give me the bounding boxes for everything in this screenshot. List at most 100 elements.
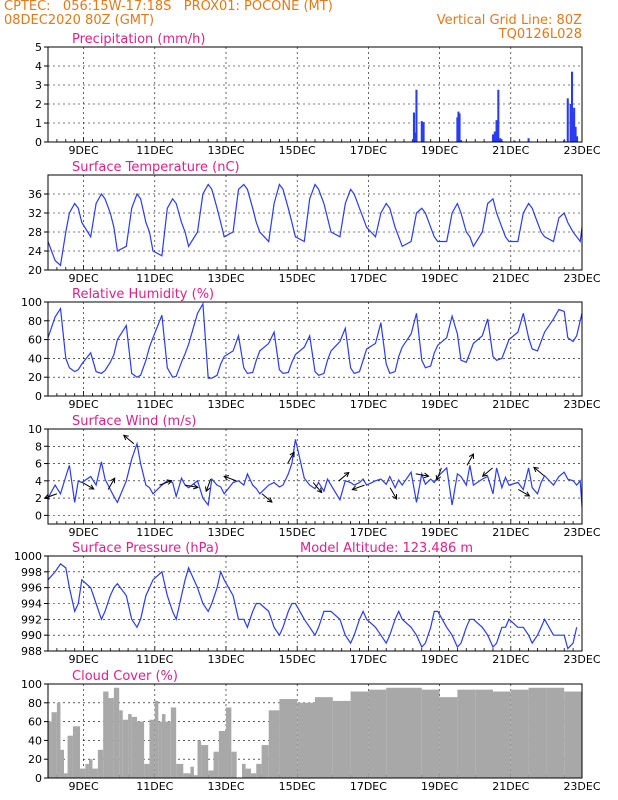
precip-bar <box>457 111 460 142</box>
cloud-area-bar <box>137 721 145 778</box>
cloud-area-bar <box>226 707 232 778</box>
cloud-area-bar <box>510 689 529 778</box>
wind-arrow-head <box>192 483 199 490</box>
wind-xtick-label: 23DEC <box>563 526 600 539</box>
wind-ytick-label: 6 <box>35 458 42 471</box>
precip-bar <box>415 89 418 142</box>
wind-arrow <box>338 471 350 482</box>
cloud-area-bar <box>80 768 86 778</box>
precip-bar <box>412 112 416 142</box>
wind-arrow <box>122 434 135 445</box>
wind-arrow-shaft <box>352 484 365 491</box>
cloud-area-bar <box>231 751 237 778</box>
wind-xtick-label: 17DEC <box>350 526 387 539</box>
wind-arrow-shaft <box>389 487 398 500</box>
wind-arrow <box>466 453 475 466</box>
wind-xtick-label: 19DEC <box>421 526 458 539</box>
rh-ytick-label: 0 <box>35 390 42 403</box>
rh-xtick-label: 9DEC <box>69 398 99 411</box>
rh-ytick-label: 100 <box>21 296 42 309</box>
precip-ytick-label: 1 <box>35 117 42 130</box>
precip-xtick-label: 23DEC <box>563 144 600 157</box>
cloud-area-bar <box>315 697 333 778</box>
rh-xtick-label: 21DEC <box>492 398 529 411</box>
cloud-area-bar <box>149 719 155 778</box>
temp-ytick-label: 32 <box>28 207 42 220</box>
rh-xtick-label: 15DEC <box>279 398 316 411</box>
precip-bar <box>413 132 417 142</box>
cloud-area-bar <box>144 763 150 778</box>
cloud-area-bar <box>85 763 89 778</box>
wind-arrow-head <box>205 486 211 493</box>
rh-line <box>47 301 583 379</box>
temp-ytick-label: 36 <box>28 188 42 201</box>
cloud-area-bar <box>67 735 73 778</box>
temp-xtick-label: 23DEC <box>563 272 600 285</box>
wind-ytick-label: 10 <box>28 423 42 436</box>
cloud-area-bar <box>176 763 184 778</box>
precip-xtick-label: 21DEC <box>492 144 529 157</box>
precip-bar <box>513 140 516 142</box>
pres-ytick-label: 1000 <box>14 550 42 563</box>
precip-frame <box>47 46 583 143</box>
wind-xtick-label: 15DEC <box>279 526 316 539</box>
cloud-frame <box>47 683 583 779</box>
precip-ytick-label: 3 <box>35 79 42 92</box>
wind-xtick-label: 13DEC <box>207 526 244 539</box>
wind-xtick-label: 21DEC <box>492 526 529 539</box>
pres-xtick-label: 11DEC <box>136 653 173 666</box>
wind-arrow-shaft <box>436 467 442 481</box>
cloud-area-bar <box>218 731 226 778</box>
cloud-ytick-label: 100 <box>21 678 42 691</box>
wind-arrow <box>415 472 430 479</box>
pres-ytick-label: 992 <box>21 613 42 626</box>
cloud-area-bar <box>297 702 315 778</box>
precip-ytick-label: 2 <box>35 98 42 111</box>
cloud-area-bar <box>201 745 209 778</box>
cloud-xtick-label: 19DEC <box>421 780 458 793</box>
cloud-area-bar <box>457 689 476 778</box>
cloud-area-bar <box>368 689 387 778</box>
wind-arrow <box>107 477 116 490</box>
cloud-area-bar <box>245 768 251 778</box>
pres-ytick-label: 990 <box>21 629 42 642</box>
precip-bar <box>459 140 462 142</box>
precip-title: Precipitation (mm/h) <box>72 32 205 47</box>
cloud-area-bar <box>404 687 422 778</box>
cloud-area-bar <box>161 714 166 778</box>
chart-header: CPTEC: 056:15W-17:18S PROX01: POCONE (MT… <box>0 0 618 48</box>
cloud-area-bar <box>131 716 137 778</box>
temp-title: Surface Temperature (nC) <box>72 160 240 175</box>
precip-bar <box>563 140 566 142</box>
cloud-area-bar <box>332 700 351 778</box>
pres-annotation: Model Altitude: 123.486 m <box>300 541 473 556</box>
wind-xtick-label: 11DEC <box>136 526 173 539</box>
rh-ytick-label: 80 <box>28 315 42 328</box>
precip-xtick-label: 11DEC <box>136 144 173 157</box>
wind-arrow-shaft <box>466 453 474 466</box>
rh-xtick-label: 11DEC <box>136 398 173 411</box>
rh-xtick-label: 17DEC <box>350 398 387 411</box>
temp-xtick-label: 19DEC <box>421 272 458 285</box>
wind-ytick-label: 2 <box>35 492 42 505</box>
cloud-panel: Cloud Cover (%) 0 20 40 60 80 100 9DEC 11DEC 13DE… <box>21 669 601 793</box>
precip-bar <box>575 136 579 142</box>
cloud-area-bar <box>97 749 104 778</box>
cloud-area-bar <box>103 691 109 778</box>
wind-arrow <box>159 479 173 486</box>
cloud-area-bar <box>165 721 171 778</box>
wind-arrow-head <box>351 485 358 491</box>
pres-xtick-label: 9DEC <box>69 653 99 666</box>
wind-arrow-head <box>316 487 323 494</box>
cloud-area-bar <box>493 691 511 778</box>
pres-xtick-label: 17DEC <box>350 653 387 666</box>
pres-panel: Surface Pressure (hPa) Model Altitude: 12… <box>14 0 601 666</box>
cloud-area-bar <box>261 745 269 778</box>
wind-arrow-head <box>166 479 173 485</box>
wind-arrow-head <box>266 497 273 503</box>
temp-xtick-label: 17DEC <box>350 272 387 285</box>
wind-arrow-head <box>343 471 350 478</box>
wind-arrow-shaft <box>223 475 237 482</box>
wind-arrow-head <box>533 466 539 473</box>
